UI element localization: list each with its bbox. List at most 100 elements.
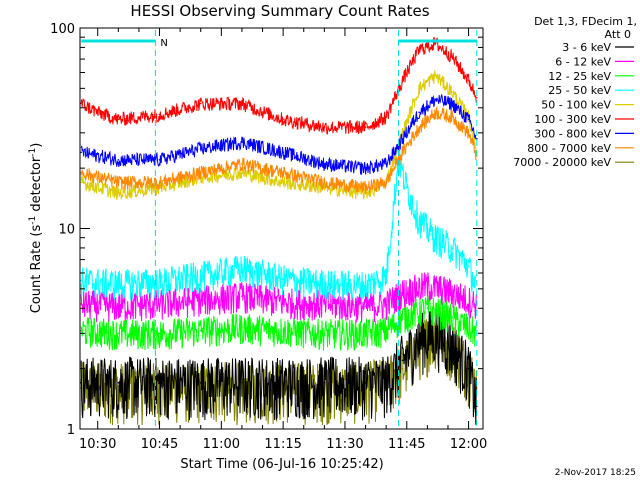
x-tick-label: 11:30 [326, 437, 363, 452]
series-line-5 [80, 37, 477, 135]
series-point-1 [199, 299, 202, 301]
series-point-1 [323, 303, 326, 305]
series-point-3 [467, 265, 470, 267]
series-point-0 [418, 338, 420, 341]
series-point-6 [117, 159, 120, 161]
series-point-2 [385, 329, 388, 332]
x-axis-label: Start Time (06-Jul-16 10:25:42) [180, 457, 383, 472]
series-point-4 [117, 192, 120, 194]
series-point-1 [426, 284, 429, 287]
legend-label: 3 - 6 keV [562, 41, 611, 54]
x-tick-label: 11:00 [203, 437, 240, 452]
series-point-2 [364, 332, 367, 335]
series-point-6 [199, 147, 202, 150]
series-point-7 [385, 181, 388, 184]
series-point-3 [80, 279, 82, 282]
series-point-0 [80, 382, 82, 384]
series-point-4 [418, 87, 420, 90]
legend-label: 12 - 25 keV [548, 70, 611, 83]
series-point-0 [199, 382, 202, 384]
series-point-1 [451, 291, 453, 294]
series-point-4 [434, 74, 437, 77]
series-point-6 [385, 163, 388, 165]
series-point-7 [364, 186, 367, 189]
series-point-4 [401, 132, 404, 134]
series-point-7 [323, 181, 326, 184]
series-point-5 [241, 102, 243, 105]
series-point-5 [199, 102, 202, 105]
series-point-5 [467, 79, 470, 81]
legend-label: 6 - 12 keV [555, 55, 611, 68]
series-point-4 [282, 181, 284, 184]
series-point-1 [117, 305, 120, 307]
series-point-0 [117, 382, 120, 384]
series-point-6 [434, 98, 437, 101]
legend-label: 25 - 50 keV [548, 84, 611, 97]
series-point-3 [385, 275, 388, 277]
x-tick-label: 11:15 [264, 437, 301, 452]
series-point-5 [158, 113, 161, 116]
series-point-5 [364, 126, 367, 128]
series-point-5 [117, 118, 120, 121]
series-point-3 [241, 267, 243, 270]
series-point-2 [426, 307, 429, 310]
series-point-0 [282, 382, 284, 384]
series-point-1 [282, 301, 284, 303]
series-line-7 [80, 106, 477, 195]
series-point-2 [323, 332, 326, 335]
series-point-3 [158, 281, 161, 284]
series-point-0 [401, 359, 404, 362]
series-point-6 [282, 151, 284, 154]
series-point-0 [158, 382, 161, 384]
y-axis-label-close: ) [29, 143, 44, 148]
chart-title: HESSI Observing Summary Count Rates [130, 2, 429, 20]
y-axis-label-sup: -1 [28, 216, 38, 225]
x-axis: 10:30 10:45 11:00 11:15 11:30 11:45 12:00 [79, 28, 487, 452]
series-line-0 [80, 311, 477, 425]
series-point-1 [241, 295, 243, 297]
series-point-3 [451, 247, 453, 249]
series-point-0 [385, 382, 388, 384]
y-axis-label-part1: Count Rate (s [29, 225, 44, 314]
series-point-0 [323, 382, 326, 384]
series-point-7 [199, 171, 202, 174]
series-point-3 [117, 283, 120, 285]
series-point-3 [406, 186, 408, 189]
series-line-4 [80, 70, 477, 200]
series-point-3 [476, 288, 478, 290]
legend-title-line1: Det 1,3, FDecim 1, [534, 15, 637, 28]
series-point-3 [199, 275, 202, 277]
footer-date: 2-Nov-2017 18:25 [555, 468, 636, 478]
series-point-0 [241, 382, 243, 384]
series-point-0 [364, 382, 367, 384]
series-point-5 [282, 118, 284, 121]
series-point-1 [385, 303, 388, 305]
legend-label: 100 - 300 keV [534, 113, 611, 126]
legend-label: 7000 - 20000 keV [513, 156, 611, 169]
y-axis-label-sup2: -1 [28, 148, 38, 157]
series-point-6 [467, 118, 470, 121]
series-point-7 [451, 116, 453, 118]
y-tick-label: 1 [67, 423, 75, 438]
series-point-5 [451, 55, 453, 58]
series-point-1 [158, 303, 161, 305]
y-axis: 1 10 100 [50, 22, 483, 438]
series-layer [80, 37, 478, 426]
series-point-7 [282, 171, 284, 174]
series-point-6 [401, 138, 404, 140]
series-point-6 [323, 163, 326, 165]
series-point-1 [364, 305, 367, 307]
series-point-6 [451, 102, 453, 105]
series-point-2 [199, 329, 202, 332]
series-point-4 [241, 171, 243, 174]
y-axis-label: Count Rate (s-1 detector-1) [28, 143, 44, 314]
series-point-6 [80, 151, 82, 154]
series-point-5 [96, 111, 99, 114]
series-point-5 [385, 116, 388, 118]
series-point-4 [80, 181, 82, 184]
series-point-0 [434, 332, 437, 335]
series-point-3 [418, 219, 420, 221]
series-point-5 [80, 102, 82, 105]
x-tick-label: 11:45 [388, 437, 425, 452]
